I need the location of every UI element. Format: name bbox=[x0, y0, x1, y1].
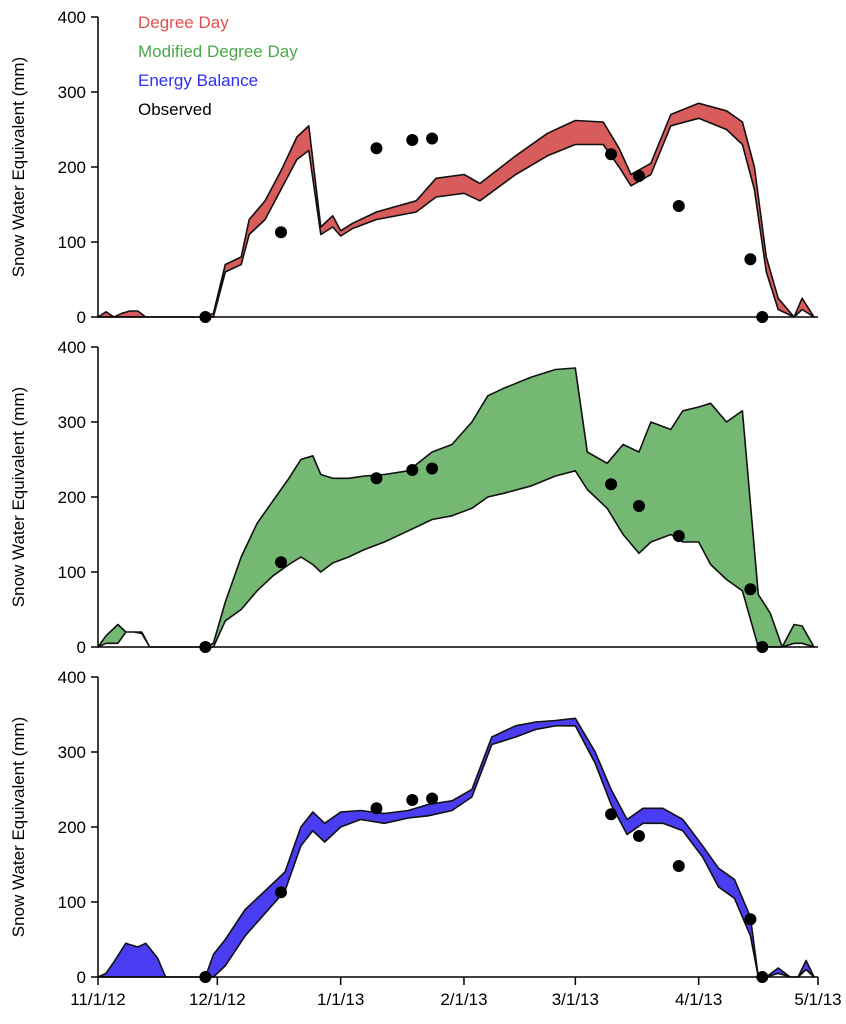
observed-point bbox=[370, 472, 383, 485]
observed-point bbox=[744, 253, 757, 266]
legend-entry: Observed bbox=[138, 100, 212, 119]
observed-point bbox=[633, 830, 645, 842]
y-tick-label: 200 bbox=[58, 158, 86, 177]
observed-point bbox=[406, 134, 419, 146]
y-tick-label: 400 bbox=[58, 668, 86, 687]
observed-point bbox=[605, 478, 618, 491]
x-tick-label: 11/1/12 bbox=[70, 990, 125, 1009]
observed-point bbox=[672, 530, 685, 542]
legend-entry: Energy Balance bbox=[138, 71, 258, 90]
chart-panel-2: 0 100 200 300 400 Snow Water Equivalent (mm) bbox=[9, 338, 818, 657]
observed-point bbox=[744, 913, 757, 926]
y-tick-label: 100 bbox=[58, 563, 86, 582]
y-tick-label: 300 bbox=[58, 83, 86, 102]
y-tick-label: 0 bbox=[77, 638, 86, 657]
y-tick-label: 200 bbox=[58, 488, 86, 507]
y-axis-label: Snow Water Equivalent (mm) bbox=[9, 717, 28, 937]
y-tick-label: 100 bbox=[58, 893, 86, 912]
observed-point bbox=[672, 200, 685, 212]
series-band-energy-balance bbox=[97, 717, 815, 978]
y-axis-label: Snow Water Equivalent (mm) bbox=[9, 57, 28, 277]
legend-entry: Degree Day bbox=[138, 13, 229, 32]
y-tick-label: 400 bbox=[58, 8, 86, 27]
x-tick-label: 12/1/12 bbox=[189, 990, 246, 1009]
y-tick-label: 0 bbox=[77, 968, 86, 987]
observed-point bbox=[406, 794, 419, 806]
x-tick-label: 4/1/13 bbox=[675, 990, 722, 1009]
y-axis-label: Snow Water Equivalent (mm) bbox=[9, 387, 28, 607]
y-tick-label: 200 bbox=[58, 818, 86, 837]
series-band-degree-day bbox=[97, 102, 815, 318]
chart-panel-3: 0 100 200 300 400 Snow Water Equivalent (mm) 1… bbox=[9, 668, 842, 1009]
x-tick-label: 5/1/13 bbox=[794, 990, 841, 1009]
x-tick-label: 3/1/13 bbox=[552, 990, 599, 1009]
x-tick-label: 2/1/13 bbox=[440, 990, 487, 1009]
observed-point bbox=[633, 500, 645, 512]
series-band-modified-degree-day bbox=[97, 367, 815, 648]
observed-point bbox=[633, 170, 645, 182]
observed-point bbox=[744, 583, 757, 596]
chart-panel-1: 0 100 200 300 400 Snow Water Equivalent (mm) D… bbox=[9, 8, 818, 327]
legend-entry: Modified Degree Day bbox=[138, 42, 298, 61]
observed-point bbox=[605, 148, 618, 161]
observed-point bbox=[406, 464, 419, 476]
observed-point bbox=[275, 886, 287, 899]
observed-point bbox=[275, 226, 287, 239]
observed-point bbox=[605, 808, 618, 821]
observed-point bbox=[370, 142, 383, 155]
y-tick-label: 300 bbox=[58, 413, 86, 432]
observed-point bbox=[672, 860, 685, 872]
y-tick-label: 400 bbox=[58, 338, 86, 357]
observed-point bbox=[426, 792, 439, 805]
y-tick-label: 300 bbox=[58, 743, 86, 762]
x-tick-label: 1/1/13 bbox=[317, 990, 364, 1009]
y-tick-label: 100 bbox=[58, 233, 86, 252]
y-tick-label: 0 bbox=[77, 308, 86, 327]
observed-point bbox=[426, 132, 439, 145]
observed-point bbox=[426, 462, 439, 475]
observed-point bbox=[370, 802, 383, 815]
observed-point bbox=[275, 556, 287, 569]
